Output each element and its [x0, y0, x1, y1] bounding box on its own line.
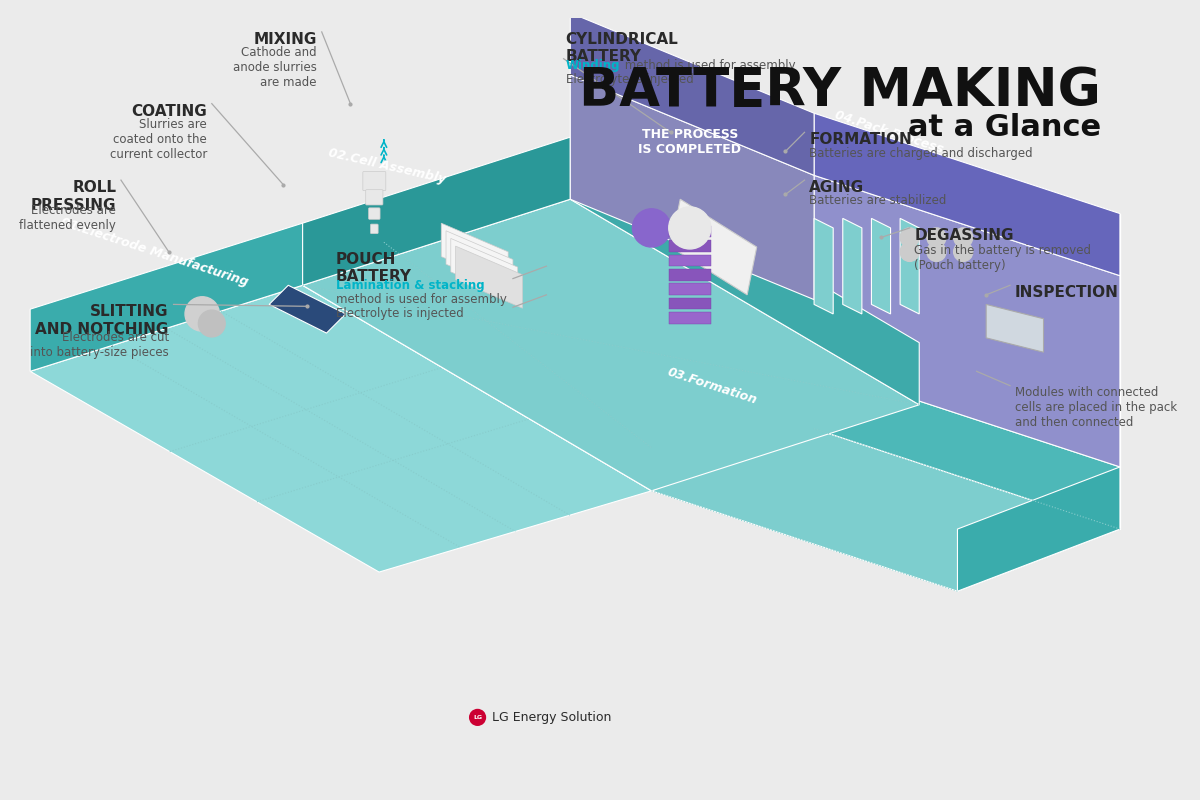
Polygon shape	[570, 13, 814, 175]
Text: POUCH
BATTERY: POUCH BATTERY	[336, 252, 412, 284]
Text: DEGASSING: DEGASSING	[914, 228, 1014, 243]
Polygon shape	[814, 366, 1120, 529]
Polygon shape	[842, 218, 862, 314]
Text: Slurries are
coated onto the
current collector: Slurries are coated onto the current col…	[109, 118, 208, 161]
Polygon shape	[30, 223, 302, 371]
Text: Cathode and
anode slurries
are made: Cathode and anode slurries are made	[233, 46, 317, 90]
Polygon shape	[668, 226, 710, 238]
Polygon shape	[668, 283, 710, 295]
Circle shape	[900, 228, 919, 247]
Text: Gas in the battery is removed
(Pouch battery): Gas in the battery is removed (Pouch bat…	[914, 244, 1092, 272]
Polygon shape	[668, 312, 710, 323]
Text: Electrolyte is injected: Electrolyte is injected	[336, 307, 464, 320]
Text: 02.Cell Assembly: 02.Cell Assembly	[326, 146, 446, 186]
FancyBboxPatch shape	[366, 190, 383, 205]
FancyBboxPatch shape	[368, 208, 380, 219]
Circle shape	[469, 709, 486, 726]
Text: Modules with connected
cells are placed in the pack
and then connected: Modules with connected cells are placed …	[1015, 386, 1177, 429]
Text: method is used for assembly: method is used for assembly	[620, 58, 796, 72]
Polygon shape	[986, 304, 1044, 352]
Polygon shape	[570, 75, 814, 300]
Text: SLITTING
AND NOTCHING: SLITTING AND NOTCHING	[36, 304, 169, 337]
Text: Electrodes are cut
into battery-size pieces: Electrodes are cut into battery-size pie…	[30, 331, 169, 359]
Polygon shape	[814, 175, 1120, 467]
Circle shape	[668, 207, 710, 249]
Polygon shape	[302, 223, 652, 491]
Text: MIXING: MIXING	[253, 32, 317, 47]
Text: 04.Pack Process: 04.Pack Process	[833, 109, 946, 156]
Circle shape	[926, 228, 946, 247]
Circle shape	[954, 242, 973, 262]
Polygon shape	[814, 218, 833, 314]
Polygon shape	[668, 240, 710, 252]
FancyBboxPatch shape	[362, 171, 385, 190]
Polygon shape	[302, 199, 919, 491]
Text: Electrodes are
flattened evenly: Electrodes are flattened evenly	[19, 204, 116, 232]
Text: method is used for assembly: method is used for assembly	[336, 293, 506, 306]
Text: FORMATION: FORMATION	[809, 132, 912, 147]
Polygon shape	[451, 238, 517, 301]
Polygon shape	[871, 218, 890, 314]
Text: INSPECTION: INSPECTION	[1015, 286, 1118, 300]
Text: Batteries are charged and discharged: Batteries are charged and discharged	[809, 146, 1033, 160]
Polygon shape	[302, 137, 570, 286]
Text: AGING: AGING	[809, 180, 864, 195]
Polygon shape	[814, 114, 1120, 276]
Text: ROLL
PRESSING: ROLL PRESSING	[31, 180, 116, 213]
Polygon shape	[652, 429, 1120, 591]
Polygon shape	[668, 254, 710, 266]
Polygon shape	[900, 218, 919, 314]
Circle shape	[198, 310, 226, 337]
Text: Winding: Winding	[565, 58, 620, 72]
Polygon shape	[442, 223, 508, 286]
Text: LG: LG	[473, 715, 482, 720]
Text: at a Glance: at a Glance	[907, 114, 1100, 142]
Polygon shape	[668, 298, 710, 309]
Polygon shape	[958, 467, 1120, 591]
Polygon shape	[30, 286, 652, 572]
Polygon shape	[269, 286, 346, 333]
FancyBboxPatch shape	[371, 224, 378, 234]
Polygon shape	[456, 246, 522, 308]
Circle shape	[900, 242, 919, 262]
Circle shape	[954, 228, 973, 247]
Polygon shape	[668, 269, 710, 281]
Text: Electrolyte is injected: Electrolyte is injected	[565, 73, 694, 86]
Circle shape	[926, 242, 946, 262]
Text: CYLINDRICAL
BATTERY: CYLINDRICAL BATTERY	[565, 32, 678, 64]
Circle shape	[185, 297, 220, 331]
Polygon shape	[570, 137, 919, 405]
Text: Batteries are stabilized: Batteries are stabilized	[809, 194, 947, 207]
Text: THE PROCESS
IS COMPLETED: THE PROCESS IS COMPLETED	[638, 128, 742, 156]
Text: BATTERY MAKING: BATTERY MAKING	[580, 66, 1100, 118]
Text: COATING: COATING	[131, 104, 208, 118]
Circle shape	[632, 209, 671, 247]
Text: LG Energy Solution: LG Energy Solution	[492, 711, 611, 724]
Polygon shape	[446, 230, 512, 293]
Text: 03.Formation: 03.Formation	[666, 365, 758, 406]
Text: 01.Electrode Manufacturing: 01.Electrode Manufacturing	[59, 215, 250, 288]
Polygon shape	[671, 199, 757, 295]
Text: Lamination & stacking: Lamination & stacking	[336, 278, 485, 291]
